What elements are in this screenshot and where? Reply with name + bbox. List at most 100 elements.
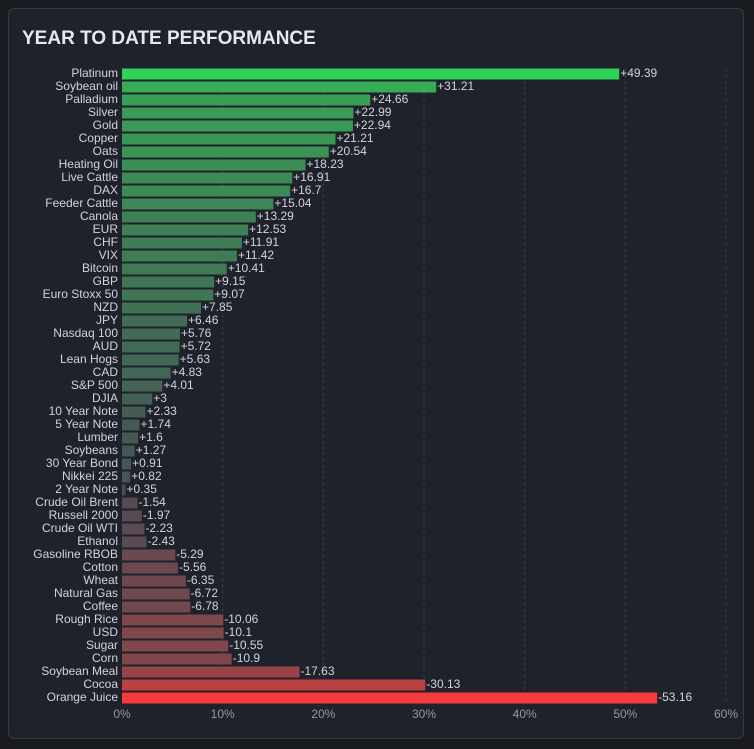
chart-title: YEAR TO DATE PERFORMANCE (22, 28, 316, 49)
bar (122, 536, 147, 548)
bar (122, 315, 188, 327)
category-label: Euro Stoxx 50 (43, 287, 119, 301)
category-label: Ethanol (77, 534, 118, 548)
category-label: Rough Rice (55, 612, 118, 626)
bar (122, 146, 329, 158)
category-label: 2 Year Note (55, 482, 118, 496)
value-label: +22.94 (354, 118, 391, 132)
value-label: +16.91 (293, 170, 330, 184)
value-label: +13.29 (257, 209, 294, 223)
value-label: -10.1 (225, 625, 253, 639)
category-label: Wheat (83, 573, 118, 587)
bar (122, 406, 146, 418)
value-label: +1.27 (136, 443, 167, 457)
category-label: USD (93, 625, 119, 639)
x-tick-label: 10% (211, 707, 235, 721)
category-label: Corn (92, 651, 118, 665)
bar (122, 640, 229, 652)
category-label: Orange Juice (47, 690, 119, 704)
bar (122, 614, 224, 626)
bar (122, 367, 171, 379)
bar (122, 666, 300, 678)
category-label: Crude Oil WTI (42, 521, 118, 535)
value-label: +10.41 (228, 261, 265, 275)
bar (122, 159, 306, 171)
value-label: +1.74 (141, 417, 172, 431)
bar (122, 627, 224, 639)
category-label: Gold (93, 118, 118, 132)
bar (122, 94, 371, 106)
value-label: +18.23 (307, 157, 344, 171)
bar (122, 289, 214, 301)
bar (122, 276, 215, 288)
x-tick-label: 20% (311, 707, 335, 721)
bar (122, 549, 176, 561)
value-label: +16.7 (291, 183, 322, 197)
value-label: -5.29 (176, 547, 204, 561)
category-label: DAX (93, 183, 118, 197)
category-label: S&P 500 (71, 378, 118, 392)
category-label: Platinum (71, 66, 118, 80)
category-label: Cocoa (83, 677, 118, 691)
bar (122, 523, 145, 535)
value-label: +9.07 (214, 287, 245, 301)
bar (122, 198, 274, 210)
x-tick-label: 60% (714, 707, 738, 721)
bar (122, 510, 142, 522)
bar (122, 445, 135, 457)
bar (122, 185, 291, 197)
category-label: GBP (93, 274, 118, 288)
value-label: -1.97 (143, 508, 171, 522)
category-label: Lean Hogs (60, 352, 118, 366)
x-tick-label: 40% (513, 707, 537, 721)
bar (122, 341, 180, 353)
value-label: +11.91 (243, 235, 279, 249)
bar (122, 107, 354, 119)
value-label: +9.15 (215, 274, 246, 288)
value-label: +0.91 (132, 456, 163, 470)
category-label: Nasdaq 100 (53, 326, 118, 340)
value-label: +49.39 (620, 66, 657, 80)
value-label: +12.53 (249, 222, 286, 236)
value-label: +7.85 (202, 300, 233, 314)
category-label: Crude Oil Brent (35, 495, 118, 509)
bar (122, 679, 426, 691)
x-tick-label: 50% (613, 707, 637, 721)
value-label: +31.21 (437, 79, 474, 93)
x-tick-label: 0% (113, 707, 131, 721)
category-label: VIX (99, 248, 118, 262)
category-label: Sugar (86, 638, 118, 652)
value-label: +20.54 (330, 144, 367, 158)
bar (122, 419, 140, 431)
bar (122, 601, 191, 613)
value-label: +4.01 (163, 378, 194, 392)
category-label: Soybeans (65, 443, 118, 457)
category-label: 30 Year Bond (46, 456, 118, 470)
category-label: 5 Year Note (55, 417, 118, 431)
value-label: +5.63 (180, 352, 211, 366)
category-label: Silver (88, 105, 118, 119)
category-label: Russell 2000 (49, 508, 119, 522)
x-tick-label: 30% (412, 707, 436, 721)
value-label: -53.16 (658, 690, 692, 704)
bar (122, 380, 163, 392)
bar (122, 263, 227, 275)
value-label: -10.06 (224, 612, 258, 626)
category-label: CHF (93, 235, 118, 249)
value-label: +0.35 (127, 482, 158, 496)
bar (122, 328, 180, 340)
value-label: -6.78 (191, 599, 219, 613)
category-label: Oats (93, 144, 118, 158)
value-label: -6.35 (187, 573, 215, 587)
category-label: Palladium (65, 92, 118, 106)
value-label: +0.82 (131, 469, 162, 483)
value-label: +5.72 (181, 339, 212, 353)
bar (122, 68, 620, 80)
category-label: Heating Oil (59, 157, 118, 171)
bar (122, 653, 232, 665)
category-label: Copper (79, 131, 118, 145)
category-label: Coffee (83, 599, 118, 613)
value-label: +21.21 (337, 131, 374, 145)
category-label: Cotton (83, 560, 118, 574)
